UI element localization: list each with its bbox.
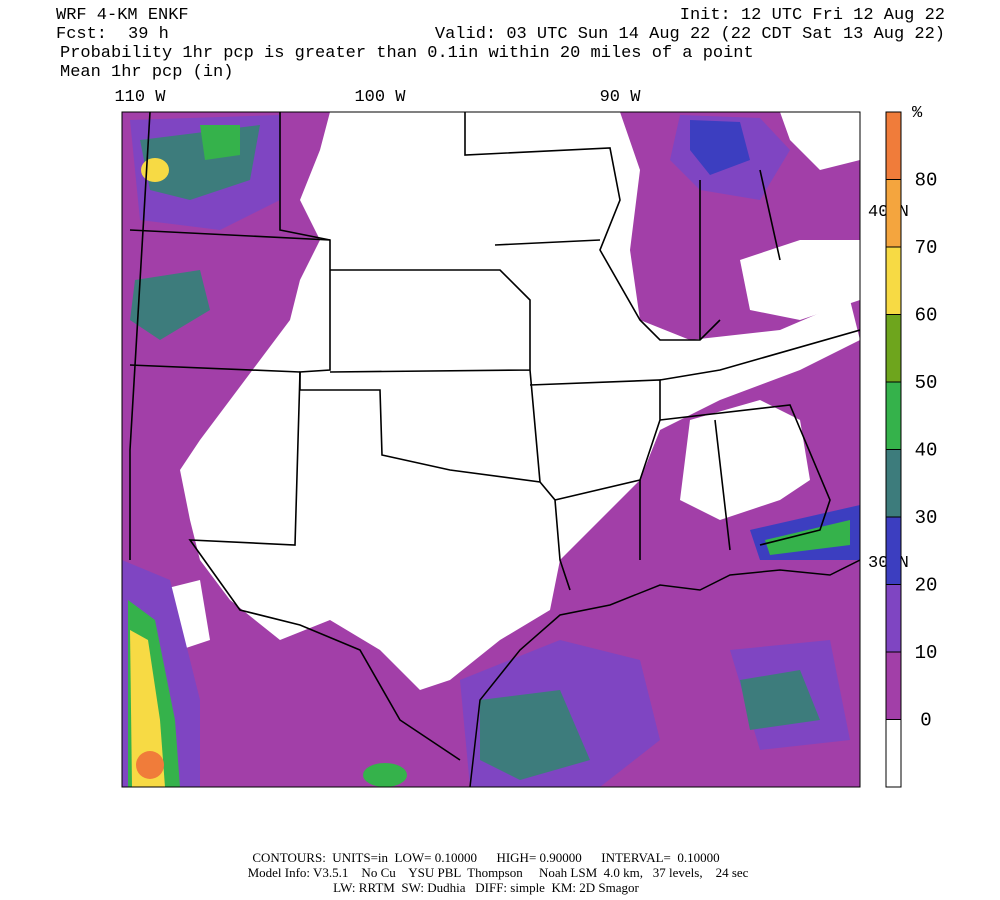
precip-patch <box>200 125 240 160</box>
colorbar-label: 20 <box>915 575 938 597</box>
field-description: Probability 1hr pcp is greater than 0.1i… <box>60 44 754 63</box>
colorbar-label: 30 <box>915 507 938 529</box>
lon-label: 100 W <box>354 88 406 107</box>
precip-patch <box>480 690 590 780</box>
precip-patch <box>141 158 169 182</box>
footer-text: CONTOURS: UNITS=in LOW= 0.10000 HIGH= 0.… <box>252 850 719 865</box>
precip-patch <box>136 751 164 779</box>
colorbar-bin <box>886 179 901 247</box>
dry-area <box>180 112 860 690</box>
colorbar-bin <box>886 584 901 652</box>
colorbar-bin <box>886 382 901 450</box>
precip-patch <box>363 763 407 787</box>
state-border <box>129 229 461 761</box>
colorbar-bin <box>886 314 901 382</box>
dry-area <box>780 112 860 170</box>
fcst-label: Fcst: <box>56 25 107 44</box>
dry-area <box>740 240 860 320</box>
colorbar-bin <box>886 112 901 180</box>
model-title: WRF 4-KM ENKF <box>56 6 189 25</box>
dry-area <box>680 400 810 520</box>
colorbar: 0 10 20 30 40 50 60 70 80 <box>885 111 938 788</box>
field-description: Mean 1hr pcp (in) <box>60 63 233 82</box>
state-border <box>129 112 781 560</box>
state-border <box>464 112 860 546</box>
colorbar-bin <box>886 449 901 517</box>
fcst-value: 39 h <box>128 25 169 44</box>
colorbar-label: 60 <box>915 305 938 327</box>
precip-patch <box>690 120 750 175</box>
colorbar-label: 0 <box>920 710 931 732</box>
map <box>121 111 861 788</box>
colorbar-label: 50 <box>915 372 938 394</box>
lon-label: 90 W <box>600 88 642 107</box>
map-frame <box>121 111 861 788</box>
colorbar-bin <box>886 517 901 585</box>
footer-text: LW: RRTM SW: Dudhia DIFF: simple KM: 2D … <box>333 880 639 895</box>
precip-patch <box>130 270 210 340</box>
colorbar-label: 80 <box>915 170 938 192</box>
precip-patch <box>740 670 820 730</box>
footer-text: Model Info: V3.5.1 No Cu YSU PBL Thompso… <box>248 865 749 880</box>
colorbar-label: 40 <box>915 440 938 462</box>
init-time: Init: 12 UTC Fri 12 Aug 22 <box>680 6 945 25</box>
valid-time: Valid: 03 UTC Sun 14 Aug 22 (22 CDT Sat … <box>435 25 945 44</box>
colorbar-bin <box>886 719 901 787</box>
coastline <box>469 559 860 787</box>
colorbar-label: 10 <box>915 642 938 664</box>
precip-patch <box>130 630 165 787</box>
colorbar-label: 70 <box>915 237 938 259</box>
lon-label: 110 W <box>114 88 166 107</box>
colorbar-unit: % <box>912 104 923 123</box>
precip-patch <box>765 520 850 555</box>
colorbar-bin <box>886 247 901 315</box>
colorbar-bin <box>886 652 901 720</box>
